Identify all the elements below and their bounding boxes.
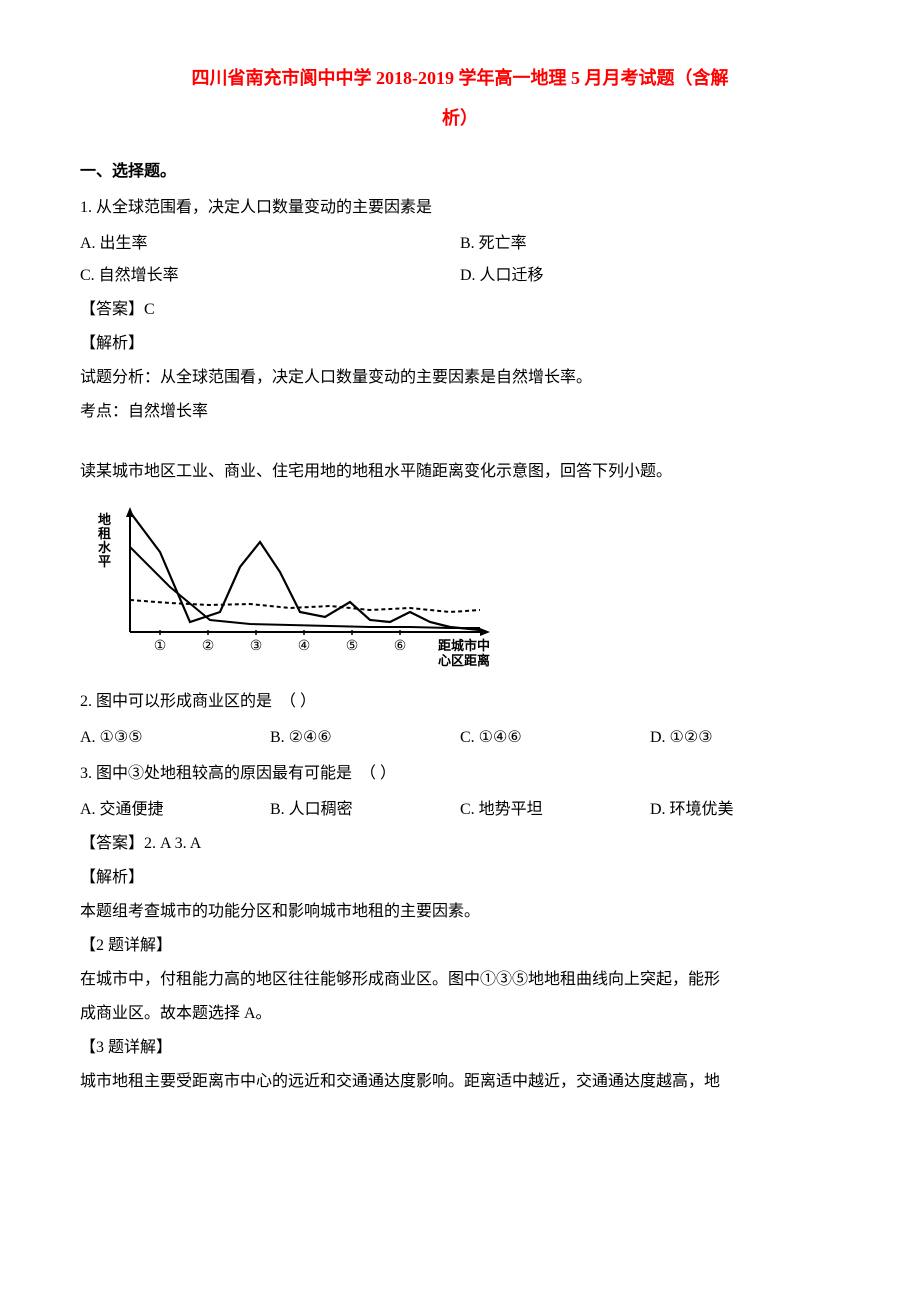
q1-answer: 【答案】C [80,294,840,326]
q1-text: 1. 从全球范围看，决定人口数量变动的主要因素是 [80,192,840,224]
chart-ylabel-4: 平 [98,554,111,569]
svg-text:⑥: ⑥ [394,639,407,654]
chart-x-arrow [480,628,490,636]
svg-text:②: ② [202,639,215,654]
q3-option-c: C. 地势平坦 [460,794,650,826]
context-text: 读某城市地区工业、商业、住宅用地的地租水平随距离变化示意图，回答下列小题。 [80,456,840,488]
section-heading-1: 一、选择题。 [80,156,840,188]
q3-options: A. 交通便捷 B. 人口稠密 C. 地势平坦 D. 环境优美 [80,794,840,826]
q23-analysis-intro: 本题组考查城市的功能分区和影响城市地租的主要因素。 [80,896,840,928]
q3-detail-label: 【3 题详解】 [80,1032,840,1064]
q1-analysis-label: 【解析】 [80,328,840,360]
q3-option-b: B. 人口稠密 [270,794,460,826]
q23-answers: 【答案】2. A 3. A [80,828,840,860]
chart-ylabel-1: 地 [98,512,111,527]
q2-option-b: B. ②④⑥ [270,722,460,754]
q2-detail-line1: 在城市中，付租能力高的地区往往能够形成商业区。图中①③⑤地地租曲线向上突起，能形 [80,964,840,996]
q2-detail-label: 【2 题详解】 [80,930,840,962]
q2-text: 2. 图中可以形成商业区的是 （ ） [80,686,840,718]
chart-ylabel-3: 水 [98,540,112,555]
q2-option-a: A. ①③⑤ [80,722,270,754]
q2-option-c: C. ①④⑥ [460,722,650,754]
q1-analysis-text: 试题分析：从全球范围看，决定人口数量变动的主要因素是自然增长率。 [80,362,840,394]
q3-detail-line1: 城市地租主要受距离市中心的远近和交通通达度影响。距离适中越近，交通通达度越高，地 [80,1066,840,1098]
q3-text: 3. 图中③处地租较高的原因最有可能是 （ ） [80,758,840,790]
q1-option-a: A. 出生率 [80,228,460,260]
land-rent-chart: 地 租 水 平 ① ② ③ ④ ⑤ ⑥ 距城市中 心区距离 [80,502,840,672]
land-rent-chart-svg: 地 租 水 平 ① ② ③ ④ ⑤ ⑥ 距城市中 心区距离 [80,502,500,672]
chart-xtick-labels: ① ② ③ ④ ⑤ ⑥ [154,639,407,654]
q2-option-d: D. ①②③ [650,722,840,754]
q2-options: A. ①③⑤ B. ②④⑥ C. ①④⑥ D. ①②③ [80,722,840,754]
q2-detail-line2: 成商业区。故本题选择 A。 [80,998,840,1030]
q1-option-b: B. 死亡率 [460,228,840,260]
q23-analysis-label: 【解析】 [80,862,840,894]
q3-option-a: A. 交通便捷 [80,794,270,826]
q1-options: A. 出生率 B. 死亡率 C. 自然增长率 D. 人口迁移 [80,228,840,292]
svg-text:④: ④ [298,639,311,654]
chart-xlabel-2: 心区距离 [438,653,490,668]
q1-option-c: C. 自然增长率 [80,260,460,292]
q3-option-d: D. 环境优美 [650,794,840,826]
svg-text:⑤: ⑤ [346,639,359,654]
chart-series-commerce [130,512,480,630]
chart-xlabel-1: 距城市中 [438,638,490,653]
q1-option-d: D. 人口迁移 [460,260,840,292]
chart-ylabel-2: 租 [98,526,111,541]
page-title-line1: 四川省南充市阆中中学 2018-2019 学年高一地理 5 月月考试题（含解 [80,60,840,96]
svg-text:①: ① [154,639,167,654]
q1-point: 考点：自然增长率 [80,396,840,428]
page-title-line2: 析） [80,100,840,136]
svg-text:③: ③ [250,639,263,654]
chart-series-residential [130,547,480,628]
